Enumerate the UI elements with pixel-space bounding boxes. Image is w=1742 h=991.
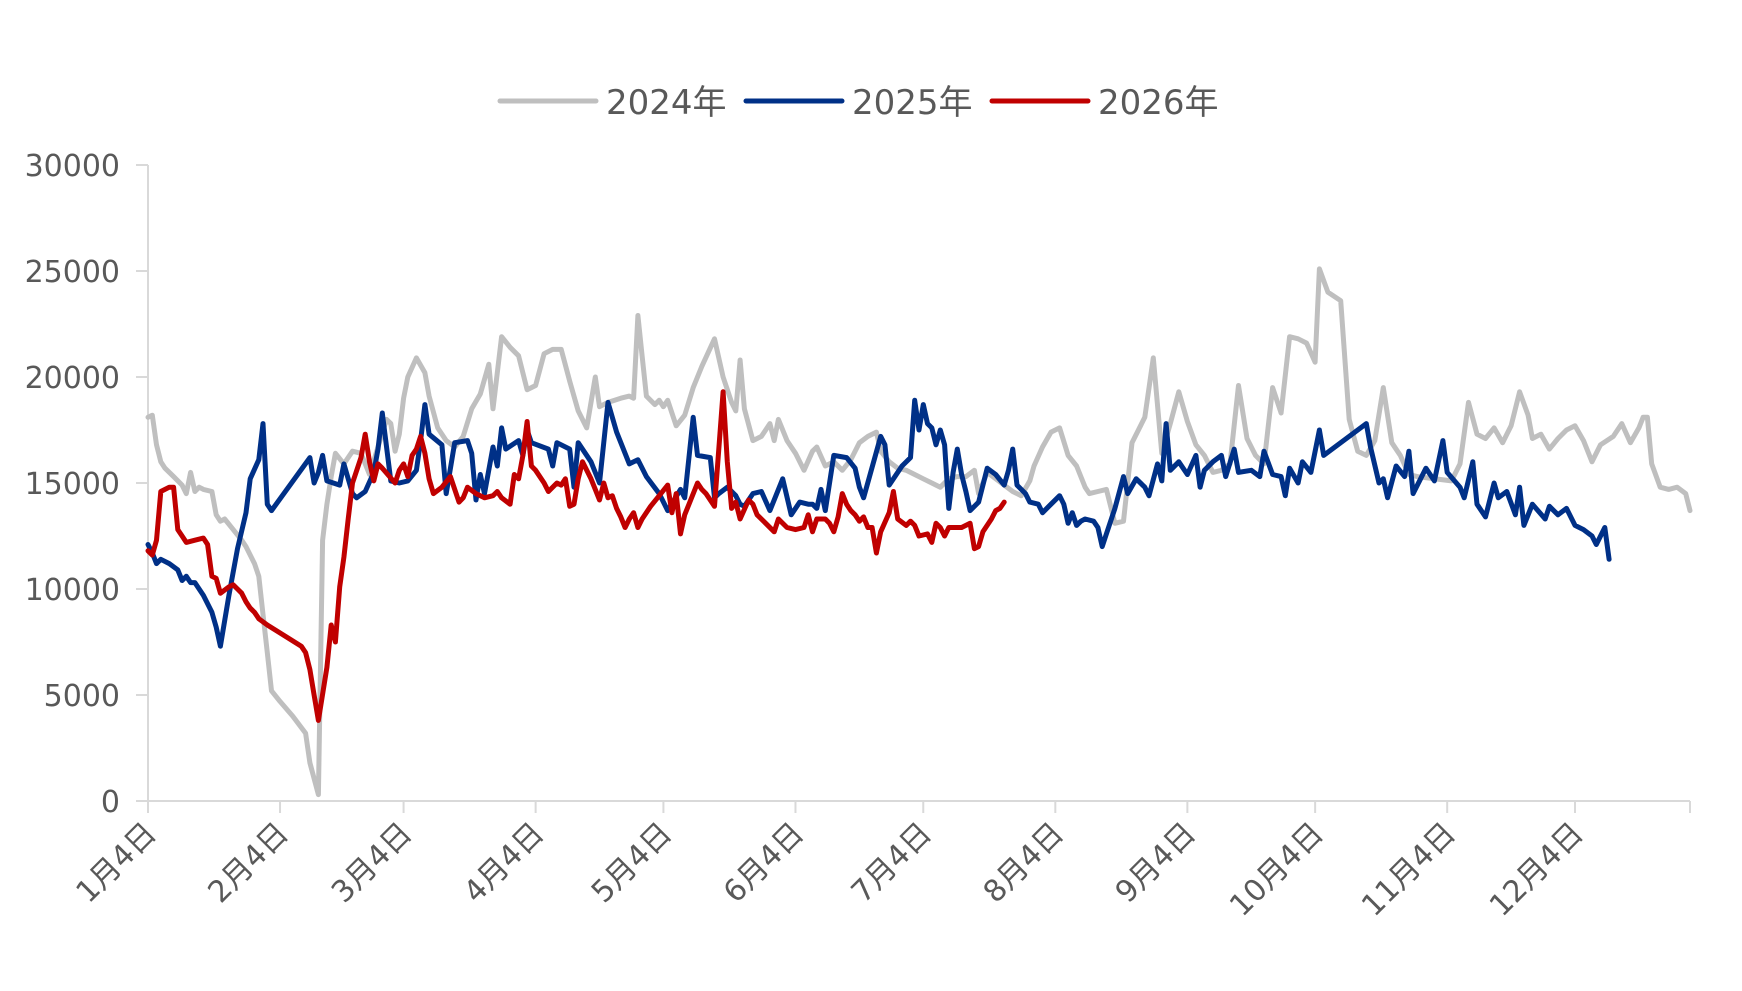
legend-label-2026: 2026年	[1098, 83, 1219, 123]
y-tick-label: 0	[101, 785, 120, 820]
series-line-2024	[145, 266, 1693, 798]
x-tick-label: 3月4日	[325, 816, 419, 910]
y-tick-label: 20000	[25, 361, 120, 396]
legend-item-2026: 2026年	[989, 83, 1219, 123]
x-tick-label: 1月4日	[69, 816, 163, 910]
x-tick-label: 4月4日	[457, 816, 551, 910]
x-tick-label: 10月4日	[1223, 816, 1331, 924]
x-tick-label: 7月4日	[845, 816, 939, 910]
x-tick-label: 2月4日	[202, 816, 296, 910]
legend: 2024年 2025年 2026年	[497, 83, 1219, 123]
x-tick-label: 12月4日	[1483, 816, 1591, 924]
legend-item-2025: 2025年	[743, 83, 973, 123]
legend-item-2024: 2024年	[497, 83, 727, 123]
x-tick-label: 6月4日	[717, 816, 811, 910]
x-tick-label: 9月4日	[1109, 816, 1203, 910]
series-line-2025	[145, 397, 1612, 649]
x-tick-label: 11月4日	[1355, 816, 1463, 924]
y-tick-label: 25000	[25, 255, 120, 290]
y-tick-label: 30000	[25, 149, 120, 184]
axes: 0 5000 10000 15000 20000 25000 30000 1月4日 2月4日 3月…	[25, 149, 1691, 924]
legend-label-2025: 2025年	[852, 83, 973, 123]
x-tick-label: 8月4日	[977, 816, 1071, 910]
x-tick-label: 5月4日	[585, 816, 679, 910]
y-tick-label: 5000	[44, 679, 120, 714]
series-group	[145, 266, 1693, 798]
y-tick-label: 15000	[25, 467, 120, 502]
series-line-2026	[145, 389, 1007, 723]
y-tick-label: 10000	[25, 573, 120, 608]
legend-label-2024: 2024年	[606, 83, 727, 123]
